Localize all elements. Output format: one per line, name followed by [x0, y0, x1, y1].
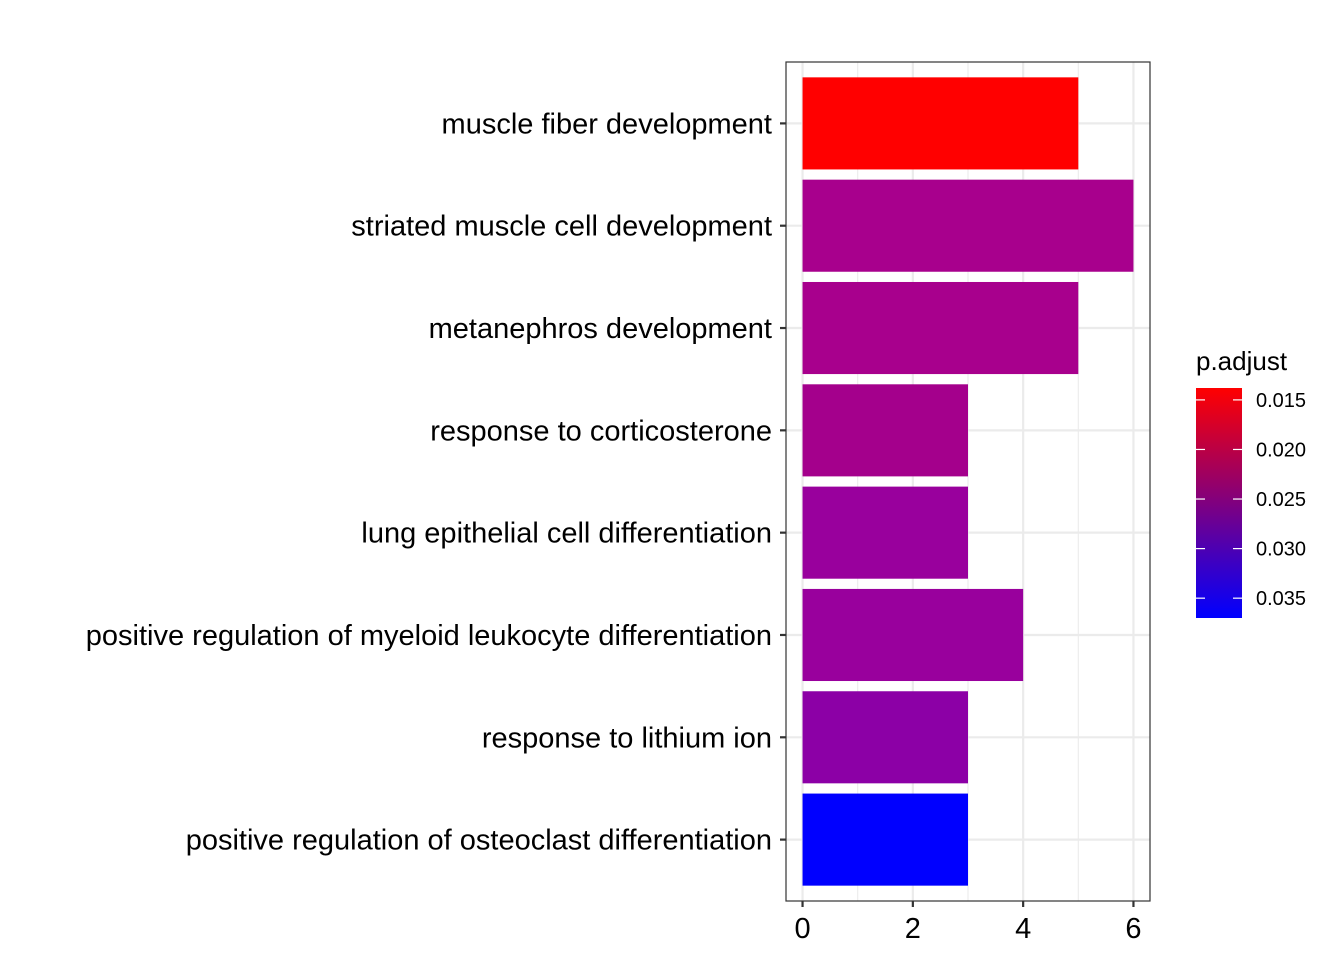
legend-tick-label: 0.020	[1256, 439, 1306, 461]
legend-colorbar	[1196, 388, 1242, 618]
bar	[802, 793, 968, 886]
bars	[802, 77, 1134, 886]
bar	[802, 77, 1079, 170]
legend-tick-label: 0.035	[1256, 588, 1306, 610]
x-axis: 0 2 4 6	[794, 901, 1142, 945]
bar	[802, 384, 968, 477]
x-tick-label: 2	[905, 913, 921, 945]
bar	[802, 691, 968, 784]
legend-tick-label: 0.015	[1256, 390, 1306, 412]
bar	[802, 486, 968, 579]
bar	[802, 179, 1134, 272]
x-tick-label: 4	[1015, 913, 1031, 945]
legend-ticks: 0.015 0.020 0.025 0.030 0.035	[1196, 390, 1306, 610]
legend-tick-label: 0.025	[1256, 489, 1306, 511]
x-tick-label: 6	[1125, 913, 1141, 945]
panel-border	[785, 61, 1151, 902]
y-tick-label: positive regulation of myeloid leukocyte…	[86, 620, 772, 652]
y-tick-label: muscle fiber development	[442, 108, 772, 140]
x-tick-label: 0	[794, 913, 810, 945]
bar	[802, 281, 1079, 375]
y-tick-label: response to corticosterone	[430, 415, 772, 447]
y-tick-label: lung epithelial cell differentiation	[361, 518, 772, 550]
y-tick-label: response to lithium ion	[482, 722, 772, 754]
bar	[802, 588, 1024, 682]
y-tick-label: positive regulation of osteoclast differ…	[186, 825, 772, 857]
legend-title: p.adjust	[1196, 346, 1288, 376]
y-axis: muscle fiber development striated muscle …	[86, 108, 786, 857]
color-legend: p.adjust 0.015 0.020 0.025 0.030 0.035	[1196, 346, 1306, 618]
legend-tick-label: 0.030	[1256, 539, 1306, 561]
y-tick-label: metanephros development	[429, 313, 772, 345]
y-tick-label: striated muscle cell development	[351, 211, 772, 243]
